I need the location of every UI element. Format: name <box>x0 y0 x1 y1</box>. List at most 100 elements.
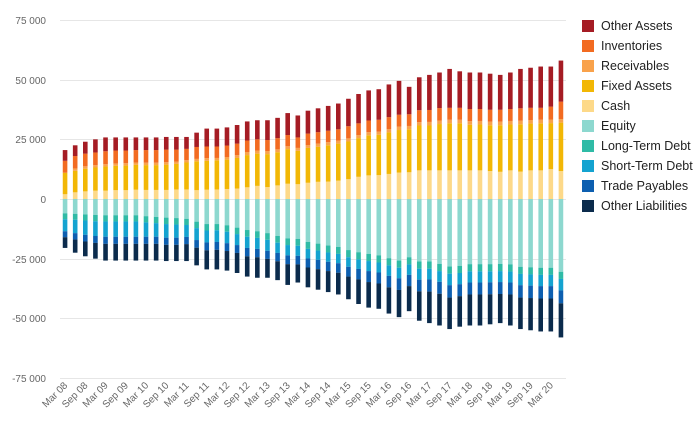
bar-segment <box>416 125 422 171</box>
bar-segment <box>346 141 351 180</box>
bar-segment <box>275 138 280 150</box>
bar-segment <box>447 273 452 286</box>
bar-segment <box>194 190 199 199</box>
bar-segment <box>204 189 210 199</box>
bar-segment <box>204 158 210 161</box>
bar-segment <box>386 84 392 118</box>
bar-segment <box>153 243 159 261</box>
bar-segment <box>457 123 463 171</box>
bar-segment <box>244 187 250 199</box>
bar-segment <box>234 245 240 253</box>
bar-segment <box>153 199 159 217</box>
bar-segment <box>255 139 260 151</box>
bar-segment <box>255 185 260 199</box>
bar-segment <box>437 281 442 294</box>
y-tick-label: 50 000 <box>15 76 46 87</box>
bar-segment <box>285 238 290 246</box>
bar-segment <box>528 67 533 108</box>
legend-item[interactable]: Other Assets <box>582 16 693 36</box>
bar-segment <box>508 170 513 199</box>
bar-segment <box>163 164 169 190</box>
bar-segment <box>62 231 68 238</box>
bar-segment <box>103 243 108 261</box>
y-tick-label: -25 000 <box>12 255 46 266</box>
bar-segment <box>174 149 179 162</box>
bar-segment <box>315 181 321 199</box>
legend-item[interactable]: Fixed Assets <box>582 76 693 96</box>
legend-swatch <box>582 160 594 172</box>
bar-segment <box>244 155 250 188</box>
bar-segment <box>487 125 493 172</box>
bar-segment <box>103 164 108 167</box>
bar-segment <box>406 125 412 130</box>
bar-segment <box>548 286 554 299</box>
bar-segment <box>305 248 311 259</box>
bar-segment <box>356 176 361 199</box>
bar-segment <box>295 147 301 151</box>
legend-swatch <box>582 20 594 32</box>
bar-segment <box>477 170 483 199</box>
bar-segment <box>143 189 149 199</box>
bar-segment <box>386 287 392 314</box>
bar-segment <box>467 170 473 199</box>
bar-segment <box>163 162 169 165</box>
bar-segment <box>558 303 564 338</box>
legend-item[interactable]: Equity <box>582 116 693 136</box>
bar-segment <box>457 107 463 120</box>
bar-segment <box>174 218 179 225</box>
bar-segment <box>356 135 361 139</box>
bar-segment <box>184 225 189 237</box>
bar-segment <box>406 274 412 287</box>
bar-segment <box>386 117 392 130</box>
bar-segment <box>214 146 220 158</box>
bar-segment <box>305 199 311 242</box>
bar-segment <box>305 267 311 288</box>
bar-segment <box>396 199 402 261</box>
bar-segment <box>285 245 290 256</box>
legend-item[interactable]: Short-Term Debt <box>582 156 693 176</box>
bar-segment <box>376 283 382 309</box>
bar-segment <box>356 259 361 269</box>
bar-segment <box>325 261 331 272</box>
bar-segment <box>275 199 280 236</box>
legend-item[interactable]: Inventories <box>582 36 693 56</box>
bar-segment <box>285 264 290 285</box>
legend-item[interactable]: Receivables <box>582 56 693 76</box>
bar-segment <box>133 164 139 190</box>
bar-segment <box>93 242 98 259</box>
bar-segment <box>204 146 210 159</box>
bar-segment <box>406 172 412 199</box>
bar-segment <box>224 225 230 232</box>
bar-segment <box>163 244 169 262</box>
legend-item[interactable]: Cash <box>582 96 693 116</box>
bar-segment <box>467 109 473 122</box>
bar-segment <box>214 224 220 231</box>
bar-segment <box>72 156 78 169</box>
bar-segment <box>325 199 331 246</box>
bar-segment <box>538 274 543 287</box>
bar-segment <box>224 188 230 199</box>
bar-segment <box>103 221 108 237</box>
bar-segment <box>234 125 240 144</box>
bar-segment <box>366 282 371 308</box>
bar-segment <box>386 129 392 133</box>
legend-item[interactable]: Other Liabilities <box>582 196 693 216</box>
bar-segment <box>295 245 301 256</box>
bar-segment <box>315 143 321 147</box>
bar-segment <box>275 152 280 186</box>
bar-segment <box>123 163 129 166</box>
bar-segment <box>62 237 68 248</box>
bar-segment <box>133 189 139 199</box>
bar-segment <box>174 224 179 238</box>
bar-segment <box>487 121 493 126</box>
legend-swatch <box>582 180 594 192</box>
bar-segment <box>83 199 88 215</box>
bar-segment <box>234 188 240 199</box>
bar-segment <box>224 199 230 226</box>
bar-segment <box>123 215 129 222</box>
bar-segment <box>497 109 503 122</box>
legend-item[interactable]: Long-Term Debt <box>582 136 693 156</box>
bar-segment <box>416 110 422 123</box>
legend-item[interactable]: Trade Payables <box>582 176 693 196</box>
